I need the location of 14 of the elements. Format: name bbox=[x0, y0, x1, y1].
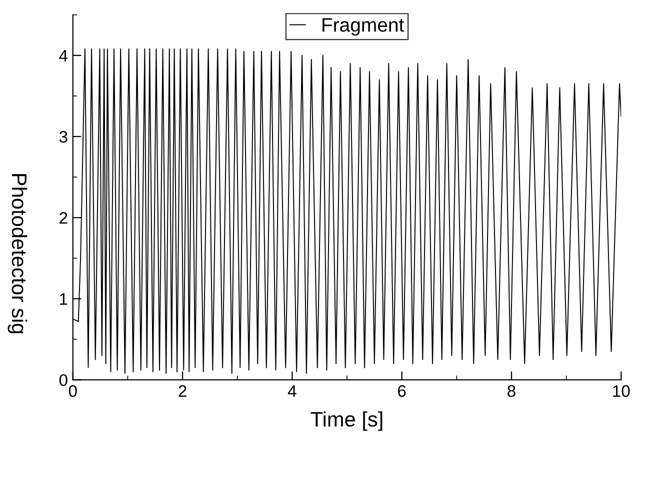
y-tick-label: 3 bbox=[59, 130, 68, 143]
x-tick-label: 4 bbox=[288, 385, 296, 397]
y-tick-label: 1 bbox=[60, 293, 68, 305]
y-axis-title: Photodetector sig bbox=[8, 174, 28, 334]
x-tick-label: 0 bbox=[68, 385, 77, 397]
x-tick-label: 8 bbox=[508, 385, 516, 397]
y-tick-label: 4 bbox=[59, 50, 68, 62]
x-tick-label: 6 bbox=[398, 385, 406, 397]
x-tick-label: 10 bbox=[613, 385, 630, 397]
y-tick-label: 0 bbox=[59, 374, 68, 386]
legend-label: Fragment bbox=[322, 18, 404, 36]
y-tick-label: 2 bbox=[60, 212, 68, 224]
x-axis-title: Time [s] bbox=[310, 411, 382, 431]
x-tick-label: 2 bbox=[178, 385, 186, 397]
